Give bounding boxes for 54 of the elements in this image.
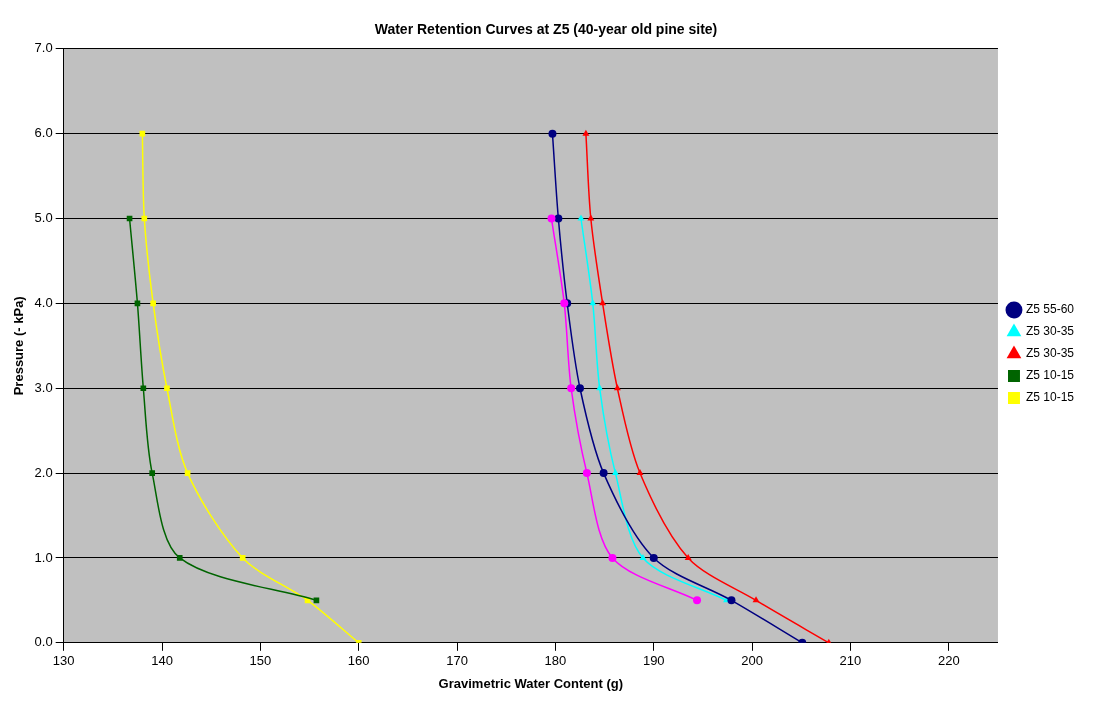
point bbox=[576, 384, 584, 393]
legend-label: Z5 55-60 bbox=[1025, 302, 1075, 317]
point bbox=[649, 553, 658, 562]
y-tick-label: 2.0 bbox=[34, 464, 53, 480]
point bbox=[149, 470, 156, 476]
point bbox=[587, 214, 595, 221]
point bbox=[577, 214, 585, 221]
point bbox=[684, 553, 692, 560]
x-tick-label: 140 bbox=[151, 653, 173, 669]
point bbox=[140, 385, 147, 392]
point bbox=[611, 469, 619, 476]
point bbox=[639, 553, 647, 560]
point bbox=[548, 129, 557, 138]
x-tick-label: 200 bbox=[741, 653, 763, 669]
point bbox=[582, 469, 591, 478]
x-tick-label: 180 bbox=[544, 653, 567, 669]
point bbox=[547, 214, 556, 223]
y-tick-label: 6.0 bbox=[34, 125, 53, 141]
point bbox=[599, 469, 608, 478]
x-tick-label: 220 bbox=[937, 653, 960, 669]
point bbox=[554, 214, 563, 223]
chart-title: Water Retention Curves at Z5 (40-year old pine site) bbox=[374, 21, 718, 38]
point bbox=[596, 384, 604, 391]
point bbox=[239, 555, 246, 561]
point bbox=[164, 385, 170, 392]
y-tick-label: 7.0 bbox=[34, 40, 53, 56]
legend-label: Z5 10-15 bbox=[1025, 390, 1075, 405]
x-tick-label: 170 bbox=[446, 653, 468, 669]
y-tick-label: 1.0 bbox=[34, 549, 53, 565]
x-tick-label: 160 bbox=[347, 653, 370, 669]
y-tick-label: 3.0 bbox=[34, 379, 53, 395]
point bbox=[150, 300, 156, 307]
legend-label: Z5 30-35 bbox=[1025, 324, 1075, 339]
point bbox=[613, 384, 621, 391]
legend-label: Z5 30-35 bbox=[1025, 346, 1075, 361]
x-tick-label: 150 bbox=[249, 653, 272, 669]
point bbox=[608, 553, 617, 562]
y-axis-title: Pressure (- kPa) bbox=[11, 296, 27, 396]
y-tick-label: 5.0 bbox=[34, 210, 53, 226]
point bbox=[636, 469, 644, 476]
point bbox=[141, 215, 148, 222]
point bbox=[567, 384, 576, 393]
point bbox=[176, 555, 183, 561]
legend-label: Z5 10-15 bbox=[1025, 368, 1075, 383]
point bbox=[693, 596, 702, 605]
x-tick-label: 130 bbox=[52, 653, 75, 669]
x-tick-label: 210 bbox=[839, 653, 862, 669]
x-tick-label: 190 bbox=[642, 653, 665, 669]
x-axis-title: Gravimetric Water Content (g) bbox=[438, 675, 624, 691]
y-tick-label: 0.0 bbox=[34, 634, 53, 650]
point bbox=[582, 129, 590, 136]
y-tick-label: 4.0 bbox=[34, 294, 53, 310]
point bbox=[727, 596, 736, 605]
point bbox=[184, 470, 191, 476]
